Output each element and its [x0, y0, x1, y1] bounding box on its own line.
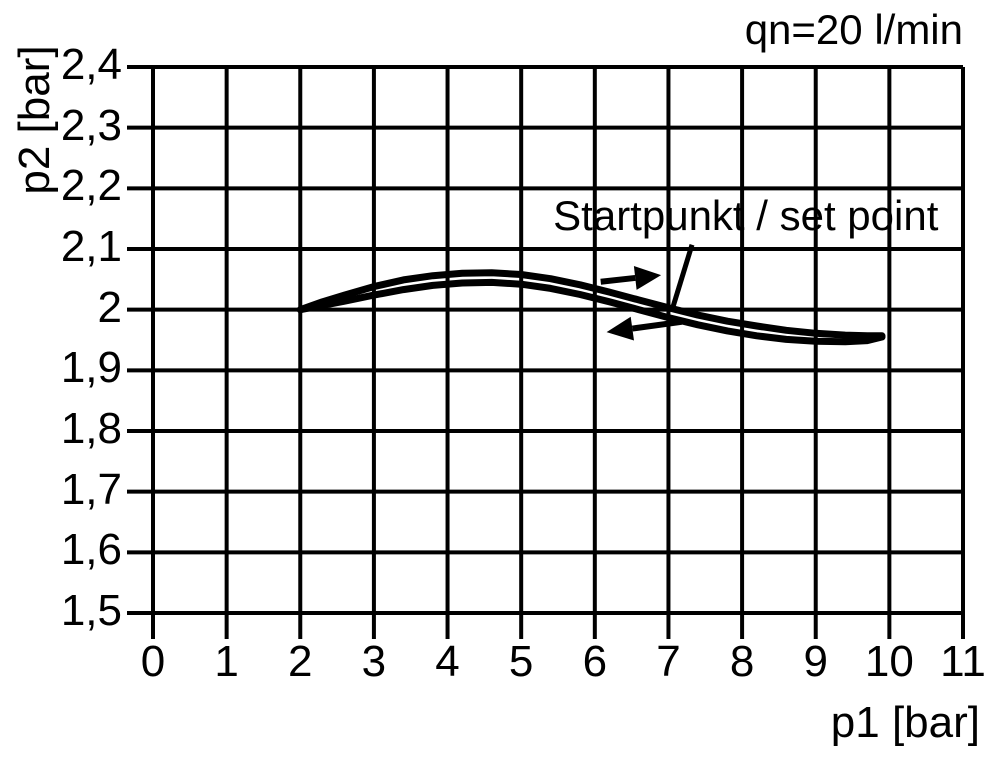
y-tick-label: 1,9	[60, 343, 122, 393]
return-direction-arrow-shaft	[631, 318, 683, 332]
y-tick-label: 2,2	[60, 161, 122, 211]
x-tick-label: 3	[361, 637, 387, 686]
forward-curve	[296, 269, 886, 340]
x-tick-label: 8	[729, 637, 755, 686]
x-tick-label: 0	[140, 637, 166, 686]
forward-direction-arrow-head	[633, 266, 662, 290]
set-point-leader-line	[670, 244, 695, 308]
x-tick-label: 2	[288, 637, 313, 686]
x-tick-label: 6	[582, 637, 608, 686]
y-tick-label: 2,1	[60, 222, 122, 271]
return-curve	[296, 278, 886, 346]
y-axis-title: p2 [bar]	[10, 45, 59, 195]
x-tick-label: 11	[940, 637, 986, 686]
y-tick-label: 2	[97, 282, 122, 332]
x-tick-label: 5	[508, 637, 534, 686]
flow-rate-label: qn=20 l/min	[744, 6, 963, 53]
x-tick-label: 10	[864, 637, 914, 686]
y-tick-label: 1,5	[60, 586, 122, 635]
y-tick-label: 1,6	[60, 525, 122, 575]
y-tick-label: 1,7	[60, 464, 122, 514]
forward-direction-arrow-shaft	[600, 274, 636, 285]
x-tick-label: 1	[214, 637, 239, 686]
x-tick-label: 7	[656, 637, 681, 686]
y-tick-label: 2,4	[60, 40, 122, 89]
return-direction-arrow-head	[606, 316, 634, 341]
set-point-annotation: Startpunkt / set point	[553, 191, 939, 239]
x-tick-label: 4	[435, 637, 460, 686]
y-tick-label: 2,3	[60, 100, 122, 150]
y-tick-label: 1,8	[60, 404, 122, 453]
x-axis-title: p1 [bar]	[830, 698, 980, 747]
x-tick-label: 9	[803, 637, 828, 686]
